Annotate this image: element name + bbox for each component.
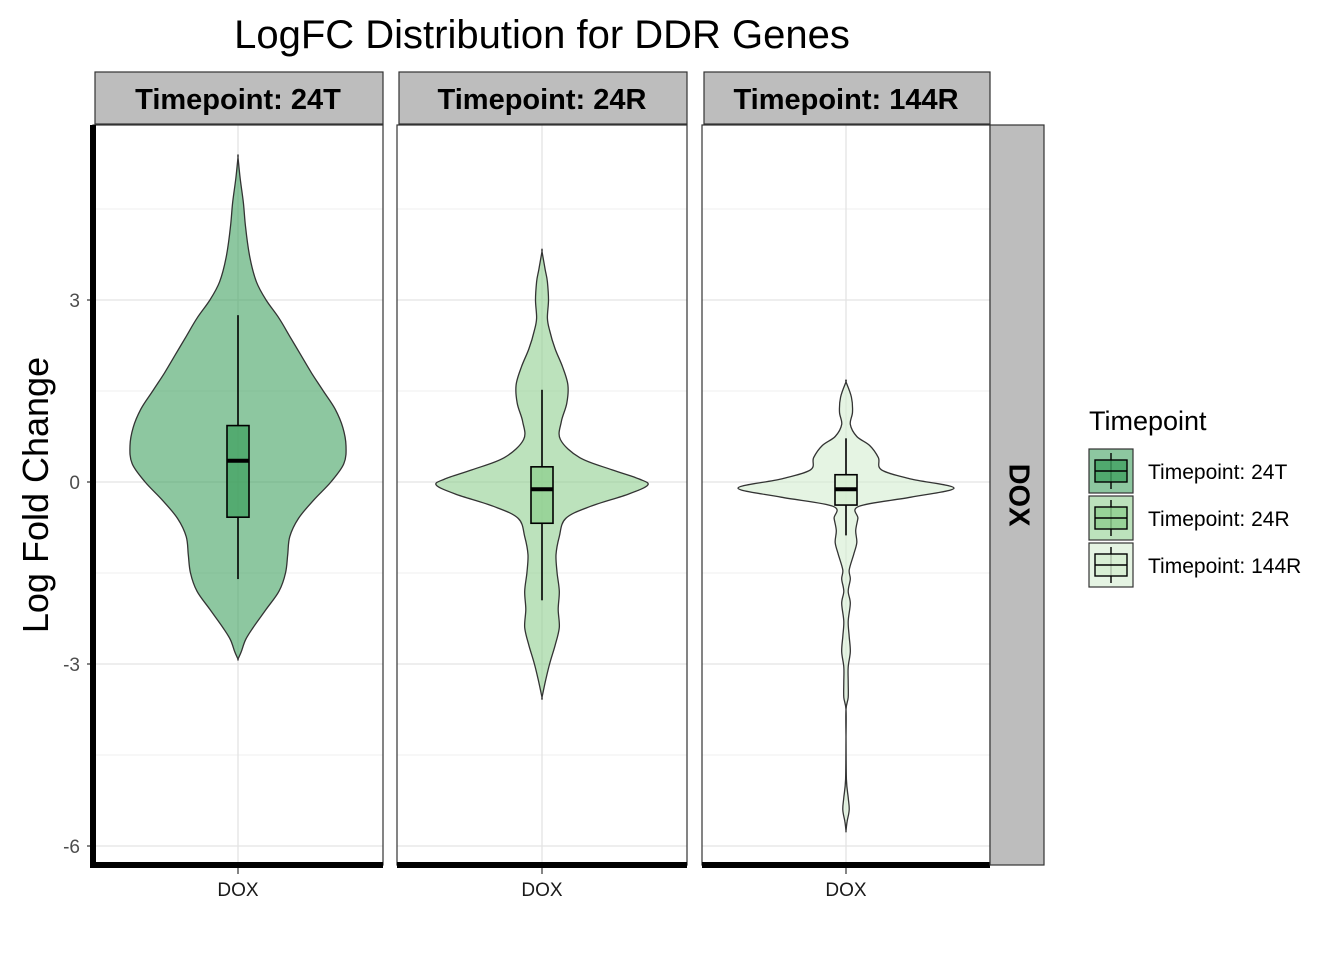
strip-label: Timepoint: 24T <box>135 84 341 116</box>
facet-panel: Timepoint: 144R DOX <box>701 71 991 901</box>
legend-title: Timepoint <box>1089 406 1207 436</box>
chart-title: LogFC Distribution for DDR Genes <box>234 13 850 57</box>
legend-label: Timepoint: 24R <box>1148 508 1290 531</box>
row-strip-label: DOX <box>1002 464 1034 528</box>
violin-shape <box>737 379 955 833</box>
y-axis-title: Log Fold Change <box>15 357 56 633</box>
strip-label: Timepoint: 24R <box>438 84 647 116</box>
box-iqr <box>226 424 250 518</box>
y-tick-label: -6 <box>63 837 80 858</box>
y-tick-label: 3 <box>69 291 80 312</box>
y-tick-label: 0 <box>69 473 80 494</box>
legend: Timepoint Timepoint: 24T Timepoint: 24R Ti… <box>1088 406 1301 588</box>
strip-background <box>398 71 688 125</box>
legend-item: Timepoint: 24R <box>1088 495 1290 541</box>
legend-label: Timepoint: 24T <box>1148 461 1287 484</box>
box-iqr <box>530 466 554 525</box>
y-tick-label: -3 <box>63 655 80 676</box>
row-strip-background <box>989 124 1045 866</box>
strip-background <box>703 71 991 125</box>
legend-label: Timepoint: 144R <box>1148 555 1301 578</box>
x-tick-label: DOX <box>521 880 563 901</box>
legend-item: Timepoint: 144R <box>1088 542 1301 588</box>
facet-panel: Timepoint: 24T DOX <box>92 71 384 901</box>
x-tick-label: DOX <box>825 880 867 901</box>
strip-label: Timepoint: 144R <box>733 84 958 116</box>
y-axis-ticks: -6 -3 0 3 <box>63 291 93 858</box>
legend-item: Timepoint: 24T <box>1088 448 1287 494</box>
x-tick-label: DOX <box>217 880 259 901</box>
facet-panel: Timepoint: 24R DOX <box>396 71 688 901</box>
strip-background <box>94 71 384 125</box>
